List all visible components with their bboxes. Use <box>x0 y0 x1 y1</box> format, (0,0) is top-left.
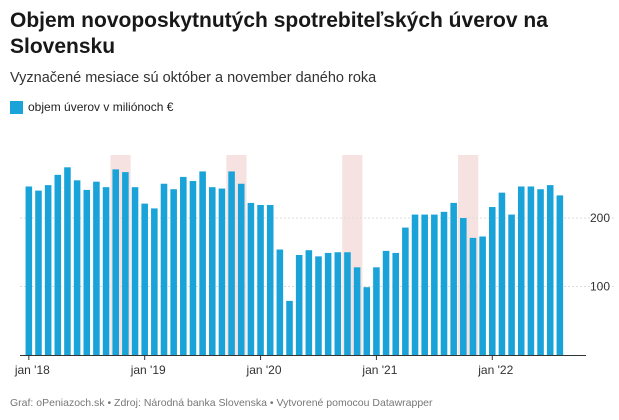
x-tick-label: jan '18 <box>14 363 50 377</box>
bar-2019-12 <box>247 202 255 355</box>
bar-2022-06 <box>537 189 544 355</box>
bar-2021-08 <box>440 211 448 355</box>
x-tick-label: jan '21 <box>361 363 397 377</box>
chart-footer: Graf: oPeniazoch.sk • Zdroj: Národná ban… <box>10 397 433 409</box>
bar-2022-01 <box>488 207 496 355</box>
bar-2020-10 <box>344 252 351 355</box>
legend-swatch <box>10 100 23 114</box>
bar-2018-07 <box>83 189 91 355</box>
bar-2019-11 <box>237 183 245 355</box>
bar-2021-10 <box>460 218 467 355</box>
x-tick-label: jan '19 <box>130 363 166 377</box>
bar-2018-05 <box>64 167 71 355</box>
bar-2018-12 <box>131 187 139 355</box>
bar-2022-07 <box>546 185 554 355</box>
bar-2020-02 <box>266 204 274 355</box>
bar-2021-09 <box>450 202 457 355</box>
bar-2019-01 <box>141 203 148 355</box>
bar-2022-02 <box>498 192 506 355</box>
bar-2018-02 <box>35 190 42 355</box>
bar-2021-06 <box>421 214 428 355</box>
bar-2020-05 <box>295 254 303 355</box>
bar-2018-11 <box>122 172 129 355</box>
bar-2019-07 <box>199 171 206 355</box>
bar-2018-03 <box>44 185 52 355</box>
bar-2020-11 <box>353 267 361 355</box>
bar-2020-01 <box>257 204 264 355</box>
bar-2021-03 <box>392 252 400 355</box>
bar-2020-03 <box>276 249 284 355</box>
bar-2021-12 <box>479 236 486 355</box>
bar-2020-08 <box>324 252 332 355</box>
bar-chart: 100 200 jan '18 jan '19 jan '20 jan '21 jan '2… <box>14 155 614 377</box>
bar-2019-05 <box>180 176 187 355</box>
bar-2019-09 <box>218 188 226 355</box>
bar-2022-08 <box>556 195 564 355</box>
bar-2019-08 <box>208 187 216 355</box>
bar-2019-02 <box>151 208 158 355</box>
bar-2020-06 <box>305 250 313 355</box>
bar-2021-05 <box>411 214 419 355</box>
bar-2018-09 <box>102 187 110 355</box>
bar-2021-01 <box>373 267 380 355</box>
bar-2020-07 <box>315 256 322 355</box>
bar-2018-01 <box>25 186 33 355</box>
bar-2018-08 <box>93 181 100 355</box>
bar-2022-04 <box>517 186 525 355</box>
bar-2022-05 <box>527 186 535 355</box>
bar-2020-04 <box>286 300 293 355</box>
x-tick-label: jan '22 <box>477 363 513 377</box>
legend-label: objem úverov v miliónoch € <box>28 100 174 114</box>
bar-2018-06 <box>73 180 81 355</box>
bar-2021-02 <box>382 250 390 355</box>
bar-2021-04 <box>402 227 409 355</box>
bar-2022-03 <box>508 214 515 355</box>
x-tick-label: jan '20 <box>246 363 282 377</box>
chart-title: Objem novoposkytnutých spotrebiteľských … <box>10 9 548 58</box>
bar-2021-07 <box>431 214 438 355</box>
bar-2020-09 <box>334 252 342 355</box>
bar-2018-10 <box>112 169 120 355</box>
bar-2019-10 <box>228 171 235 355</box>
bar-2019-03 <box>160 183 168 355</box>
bar-2020-12 <box>363 287 371 355</box>
legend: objem úverov v miliónoch € <box>10 100 173 114</box>
bar-2019-06 <box>189 181 197 355</box>
bar-2018-04 <box>54 174 62 355</box>
bar-2019-04 <box>170 189 177 355</box>
bar-2021-11 <box>469 237 477 355</box>
y-tick-label-100: 100 <box>590 280 610 294</box>
y-tick-label-200: 200 <box>590 211 610 225</box>
chart-subtitle: Vyznačené mesiace sú október a november … <box>10 70 377 86</box>
